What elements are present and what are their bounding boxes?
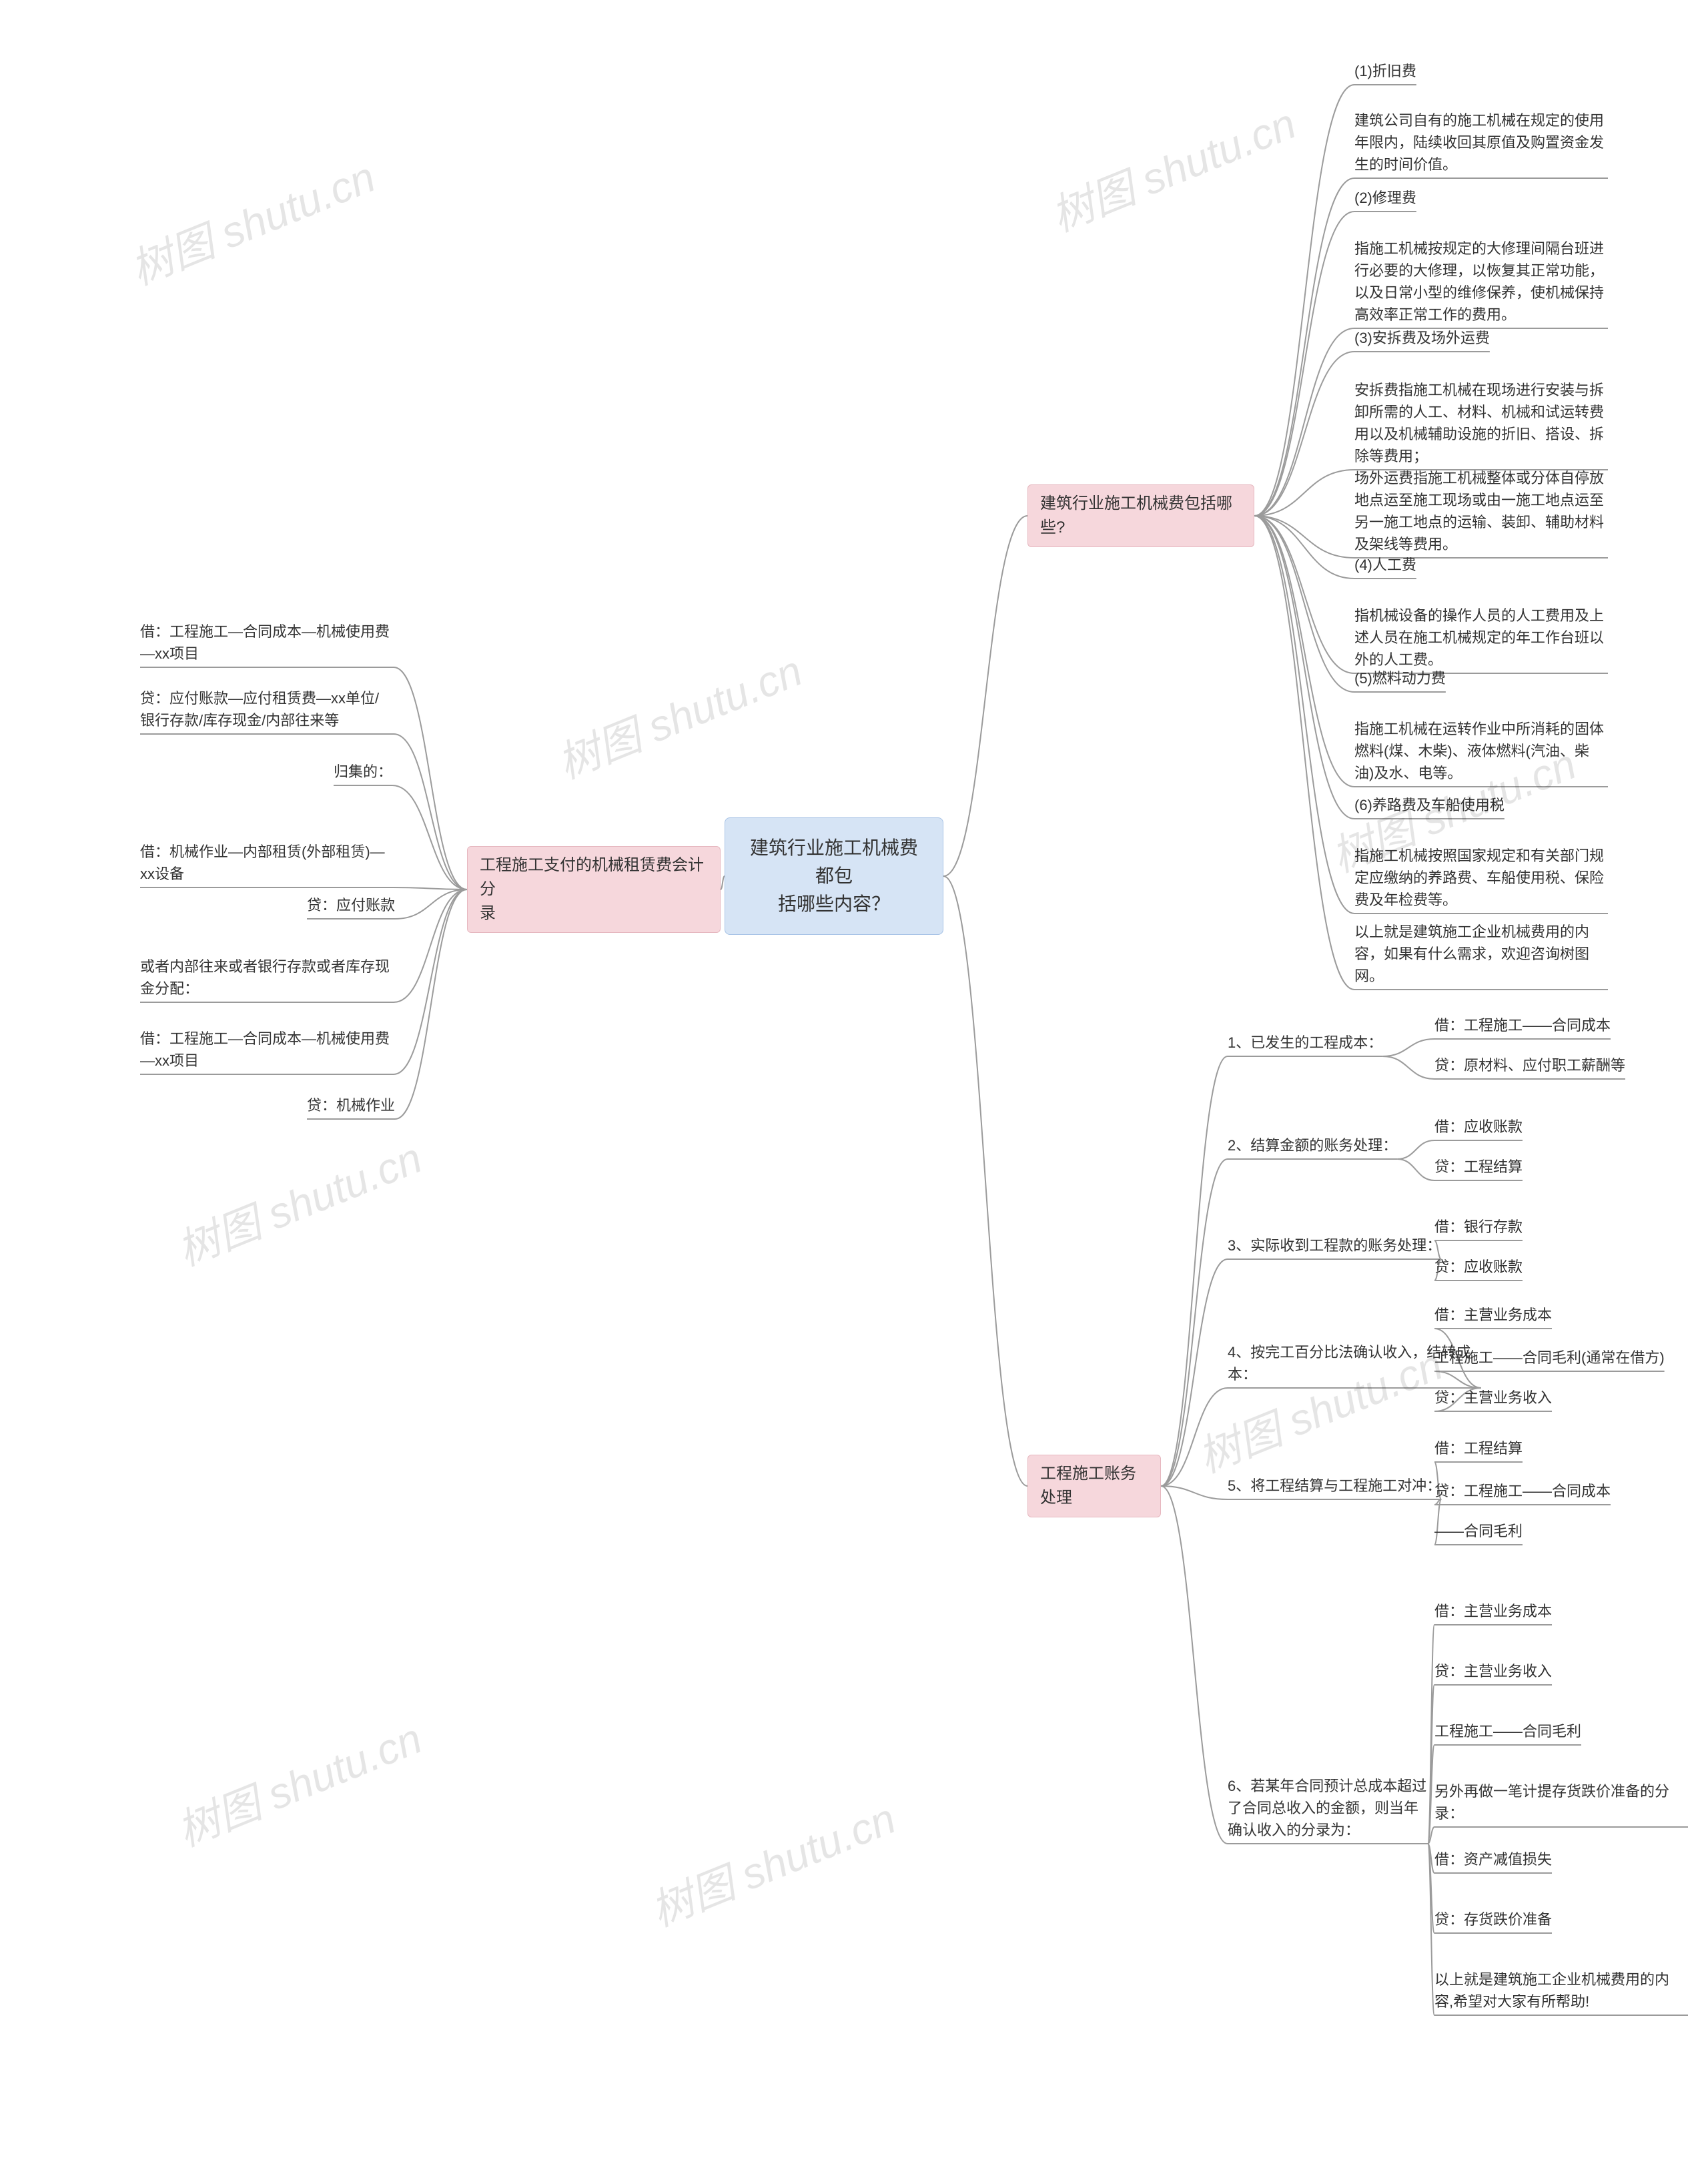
left-leaf: 贷：应付账款—应付租赁费—xx单位/银行存款/库存现金/内部往来等 (140, 687, 394, 731)
b2-mid: 6、若某年合同预计总成本超过了合同总收入的金额，则当年确认收入的分录为： (1228, 1775, 1428, 1841)
b1-leaf: 指施工机械在运转作业中所消耗的固体燃料(煤、木柴)、液体燃料(汽油、柴油)及水、… (1354, 718, 1608, 784)
b1-leaf: 指施工机械按规定的大修理间隔台班进行必要的大修理，以恢复其正常功能，以及日常小型… (1354, 238, 1608, 326)
b2-leaf: 贷：存货跌价准备 (1434, 1908, 1552, 1930)
b1-leaf: (6)养路费及车船使用税 (1354, 794, 1505, 816)
b1-leaf: (2)修理费 (1354, 187, 1416, 209)
watermark: 树图 shutu.cn (547, 637, 810, 791)
branch-left-rental-accounting[interactable]: 工程施工支付的机械租赁费会计分 录 (467, 846, 721, 933)
b2-leaf: 贷：工程施工——合同成本 (1434, 1480, 1611, 1502)
b2-leaf: 借：主营业务成本 (1434, 1304, 1552, 1326)
b2-mid: 5、将工程结算与工程施工对冲： (1228, 1475, 1441, 1497)
watermark: 树图 shutu.cn (1041, 90, 1304, 244)
b2-mid: 1、已发生的工程成本： (1228, 1032, 1382, 1054)
watermark: 树图 shutu.cn (120, 143, 383, 298)
b1-leaf: (1)折旧费 (1354, 60, 1416, 82)
b2-mid: 3、实际收到工程款的账务处理： (1228, 1234, 1441, 1256)
b1-leaf: 安拆费指施工机械在现场进行安装与拆卸所需的人工、材料、机械和试运转费用以及机械辅… (1354, 379, 1608, 467)
b1-leaf: 场外运费指施工机械整体或分体自停放地点运至施工现场或由一施工地点运至另一施工地点… (1354, 467, 1608, 555)
branch-right-fee-includes[interactable]: 建筑行业施工机械费包括哪些? (1027, 484, 1254, 547)
b1-leaf: (3)安拆费及场外运费 (1354, 327, 1490, 349)
b2-leaf: 贷：原材料、应付职工薪酬等 (1434, 1054, 1625, 1076)
left-leaf: 贷：机械作业 (307, 1094, 395, 1116)
mindmap-root-node[interactable]: 建筑行业施工机械费都包 括哪些内容？ (725, 817, 943, 935)
b2-leaf: 借：工程施工——合同成本 (1434, 1014, 1611, 1036)
b2-leaf: 工程施工——合同毛利(通常在借方) (1434, 1347, 1665, 1369)
b2-leaf: 另外再做一笔计提存货跌价准备的分录： (1434, 1780, 1688, 1824)
b1-leaf: 建筑公司自有的施工机械在规定的使用年限内，陆续收回其原值及购置资金发生的时间价值… (1354, 109, 1608, 175)
b2-leaf: 借：银行存款 (1434, 1216, 1523, 1238)
b2-leaf: 以上就是建筑施工企业机械费用的内容,希望对大家有所帮助! (1434, 1968, 1688, 2013)
left-leaf: 借：工程施工—合同成本—机械使用费—xx项目 (140, 1028, 394, 1072)
b2-leaf: ——合同毛利 (1434, 1520, 1523, 1542)
left-leaf: 或者内部往来或者银行存款或者库存现金分配： (140, 956, 394, 1000)
b2-leaf: 借：工程结算 (1434, 1437, 1523, 1459)
b2-leaf: 贷：主营业务收入 (1434, 1387, 1552, 1409)
b2-leaf: 贷：主营业务收入 (1434, 1660, 1552, 1682)
b1-leaf: (5)燃料动力费 (1354, 667, 1446, 689)
b1-leaf: 以上就是建筑施工企业机械费用的内容，如果有什么需求，欢迎咨询树图网。 (1354, 921, 1608, 987)
watermark: 树图 shutu.cn (167, 1705, 430, 1859)
b2-leaf: 借：资产减值损失 (1434, 1848, 1552, 1870)
b2-leaf: 贷：工程结算 (1434, 1156, 1523, 1178)
b2-mid: 2、结算金额的账务处理： (1228, 1134, 1397, 1156)
b1-leaf: 指机械设备的操作人员的人工费用及上述人员在施工机械规定的年工作台班以外的人工费。 (1354, 605, 1608, 671)
watermark: 树图 shutu.cn (167, 1124, 430, 1279)
left-leaf: 贷：应付账款 (307, 894, 395, 916)
b1-leaf: 指施工机械按照国家规定和有关部门规定应缴纳的养路费、车船使用税、保险费及年检费等… (1354, 845, 1608, 911)
b1-leaf: (4)人工费 (1354, 554, 1416, 576)
b2-leaf: 工程施工——合同毛利 (1434, 1720, 1581, 1742)
b2-leaf: 贷：应收账款 (1434, 1256, 1523, 1278)
left-leaf: 归集的： (334, 761, 392, 783)
branch-right-accounting[interactable]: 工程施工账务处理 (1027, 1455, 1161, 1517)
watermark: 树图 shutu.cn (640, 1785, 903, 1939)
b2-leaf: 借：应收账款 (1434, 1116, 1523, 1138)
left-leaf: 借：工程施工—合同成本—机械使用费—xx项目 (140, 621, 394, 665)
b2-leaf: 借：主营业务成本 (1434, 1600, 1552, 1622)
left-leaf: 借：机械作业—内部租赁(外部租赁)—xx设备 (140, 841, 394, 885)
